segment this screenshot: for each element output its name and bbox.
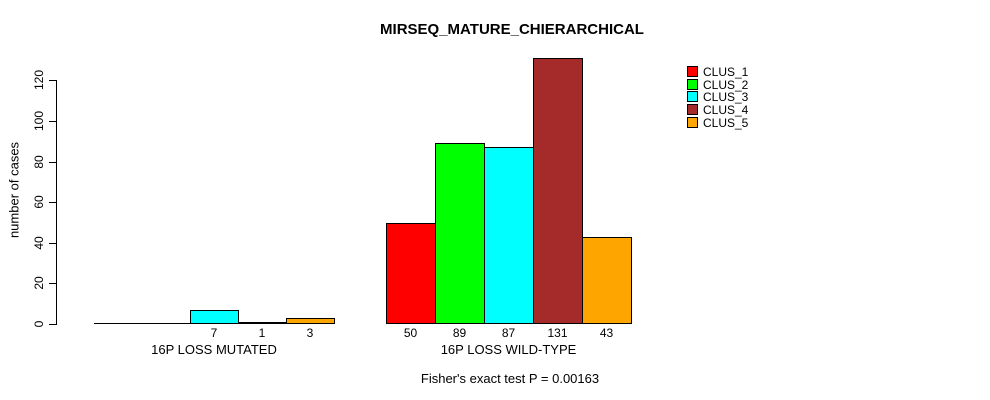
y-axis-tick-label: 80 <box>32 154 46 169</box>
y-axis-line <box>56 80 57 325</box>
bar-CLUS_1-group2 <box>386 223 436 324</box>
legend-swatch-CLUS_1 <box>687 66 698 77</box>
y-axis-tick-label: 40 <box>32 236 46 250</box>
y-axis-tick <box>49 283 56 285</box>
y-axis-tick <box>49 121 56 122</box>
bar-value-label: 43 <box>599 326 614 340</box>
legend-label-CLUS_4: CLUS_4 <box>703 103 749 117</box>
bar-CLUS_1-group1-zero <box>94 323 143 324</box>
legend-label-CLUS_3: CLUS_3 <box>703 90 749 104</box>
y-axis-tick-label: 60 <box>32 195 46 209</box>
legend-label-CLUS_5: CLUS_5 <box>703 116 749 130</box>
legend-label-CLUS_1: CLUS_1 <box>703 65 749 79</box>
y-axis-tick-label: 0 <box>32 320 46 328</box>
bar-CLUS_3-group2 <box>484 147 534 324</box>
bar-CLUS_2-group1-zero <box>142 323 191 324</box>
y-axis-tick-label: 100 <box>32 110 46 132</box>
y-axis-tick <box>49 80 56 82</box>
bar-CLUS_5-group2 <box>582 237 632 324</box>
bar-CLUS_2-group2 <box>435 143 485 324</box>
y-axis-tick-label: 120 <box>32 70 46 91</box>
bar-value-label: 1 <box>258 326 266 340</box>
bar-CLUS_3-group1 <box>190 310 239 324</box>
bar-value-label: 87 <box>501 326 516 340</box>
bar-CLUS_5-group1 <box>286 318 335 324</box>
y-axis-tick <box>49 161 56 163</box>
footnote-fisher-test: Fisher's exact test P = 0.00163 <box>420 371 600 386</box>
chart-title: MIRSEQ_MATURE_CHIERARCHICAL <box>380 21 644 38</box>
legend-swatch-CLUS_2 <box>687 79 698 90</box>
bar-value-label: 131 <box>547 326 568 340</box>
legend-label-CLUS_2: CLUS_2 <box>703 78 749 92</box>
bar-value-label: 7 <box>210 326 218 340</box>
y-axis-title: number of cases <box>6 141 22 239</box>
bar-CLUS_4-group2 <box>533 58 583 324</box>
y-axis-tick <box>49 242 56 244</box>
x-axis-group-label: 16P LOSS MUTATED <box>151 342 277 357</box>
bar-value-label: 89 <box>452 326 467 340</box>
y-axis-tick <box>49 202 56 204</box>
x-axis-group-label: 16P LOSS WILD-TYPE <box>440 342 577 357</box>
legend-swatch-CLUS_4 <box>687 104 698 115</box>
y-axis-tick-label: 20 <box>32 276 46 291</box>
bar-value-label: 3 <box>306 326 314 340</box>
bar-value-label: 50 <box>403 326 418 340</box>
y-axis-tick <box>49 324 56 325</box>
legend-swatch-CLUS_3 <box>687 91 698 102</box>
bar-CLUS_4-group1 <box>238 322 287 324</box>
legend-swatch-CLUS_5 <box>687 117 698 128</box>
